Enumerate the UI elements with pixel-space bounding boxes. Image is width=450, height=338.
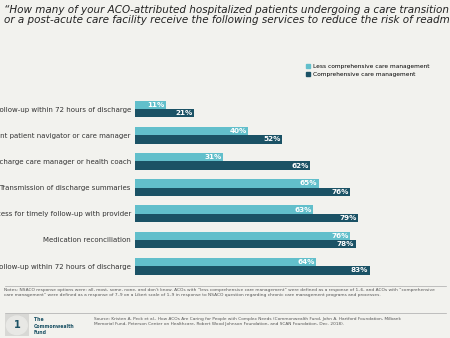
Bar [135, 179, 319, 188]
Text: The
Commonwealth
Fund: The Commonwealth Fund [34, 317, 75, 335]
Text: 78%: 78% [337, 241, 354, 247]
Bar [135, 162, 310, 170]
Bar [135, 266, 370, 274]
Bar [135, 240, 356, 248]
Text: 63%: 63% [294, 207, 312, 213]
Bar [135, 258, 316, 266]
Text: Notes: NSACO response options were: all, most, some, none, and don’t know. ACOs : Notes: NSACO response options were: all,… [4, 288, 436, 296]
Text: 62%: 62% [292, 163, 309, 169]
Text: 79%: 79% [340, 215, 357, 221]
Text: “How many of your ACO-attributed hospitalized patients undergoing a care transit: “How many of your ACO-attributed hospita… [4, 5, 450, 15]
Bar [135, 232, 350, 240]
Circle shape [6, 316, 27, 335]
Bar [135, 206, 313, 214]
Text: 65%: 65% [300, 180, 317, 186]
Text: 64%: 64% [297, 259, 315, 265]
Text: 52%: 52% [263, 137, 281, 142]
Bar [135, 109, 194, 117]
Bar [135, 153, 223, 162]
Bar [135, 135, 282, 144]
Text: 31%: 31% [204, 154, 221, 160]
Text: Source: Kristen A. Peck et al., How ACOs Are Caring for People with Complex Need: Source: Kristen A. Peck et al., How ACOs… [94, 317, 401, 326]
Bar [135, 101, 166, 109]
Text: 40%: 40% [230, 128, 247, 134]
Bar [135, 127, 248, 135]
Text: 83%: 83% [351, 267, 369, 273]
Text: 11%: 11% [148, 102, 165, 108]
Legend: Less comprehensive care management, Comprehensive care management: Less comprehensive care management, Comp… [306, 64, 429, 77]
Text: 76%: 76% [331, 189, 349, 195]
Text: 76%: 76% [331, 233, 349, 239]
Text: or a post-acute care facility receive the following services to reduce the risk : or a post-acute care facility receive th… [4, 15, 450, 25]
Text: 1: 1 [14, 320, 20, 330]
Bar [135, 214, 359, 222]
Bar [135, 188, 350, 196]
Text: 21%: 21% [176, 110, 193, 116]
